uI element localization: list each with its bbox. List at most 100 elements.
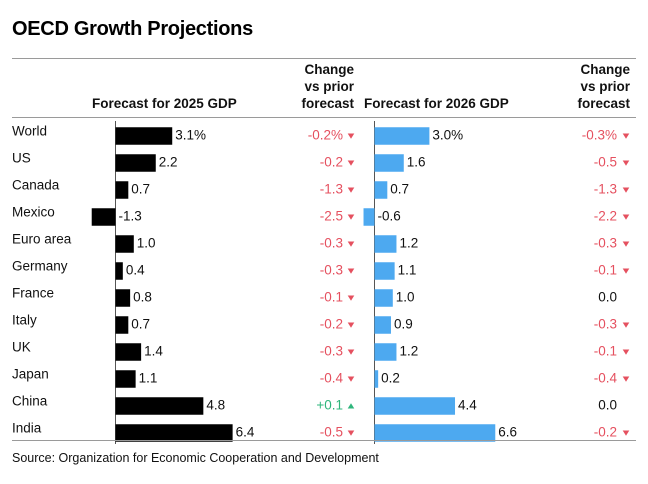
change-2026-down-arrow-icon-italy [622,322,630,328]
category-label-world: World [12,124,47,139]
change-2025-down-arrow-icon-italy [347,322,355,328]
change-2026-us: -0.5 [594,155,617,170]
value-label-2026-france: 1.0 [396,290,415,305]
category-label-germany: Germany [12,259,68,274]
change-2025-france: -0.1 [320,290,343,305]
change-2026-italy: -0.3 [594,317,617,332]
top-divider [12,58,636,59]
change-2025-down-arrow-icon-japan [347,376,355,382]
category-label-us: US [12,151,31,166]
bar-2026-italy [374,316,391,334]
bar-2026-france [374,289,393,307]
change-2026-germany: -0.1 [594,263,617,278]
change-2026-down-arrow-icon-mexico [622,214,630,220]
category-label-france: France [12,286,54,301]
category-label-italy: Italy [12,313,37,328]
change-2026-canada: -1.3 [594,182,617,197]
header-forecast-2026: Forecast for 2026 GDP [364,96,509,111]
value-label-2026-japan: 0.2 [381,371,400,386]
value-label-2025-france: 0.8 [133,290,152,305]
value-label-2025-germany: 0.4 [126,263,145,278]
bar-2025-china [115,397,204,415]
change-2025-us: -0.2 [320,155,343,170]
bar-2026-canada [374,181,388,199]
change-2025-mexico: -2.5 [320,209,343,224]
change-2025-down-arrow-icon-uk [347,349,355,355]
header-change-2025-line3: forecast [301,96,354,111]
header-change-2025-line1: Change [304,62,354,77]
category-label-india: India [12,421,42,436]
change-2025-japan: -0.4 [320,371,344,386]
bar-2025-japan [115,370,136,388]
change-2026-down-arrow-icon-world [622,133,630,139]
change-2026-mexico: -2.2 [594,209,617,224]
bar-2026-us [374,154,404,172]
change-2026-down-arrow-icon-germany [622,268,630,274]
change-2026-euro-area: -0.3 [594,236,617,251]
bar-2025-euro-area [115,235,134,253]
header-divider [12,117,636,118]
value-label-2026-uk: 1.2 [399,344,418,359]
change-2026-down-arrow-icon-canada [622,187,630,193]
bar-2026-india [374,424,496,442]
header-change-2026-line3: forecast [577,96,630,111]
change-2025-china: +0.1 [316,398,343,413]
value-label-2025-us: 2.2 [159,155,178,170]
value-label-2026-germany: 1.1 [398,263,417,278]
change-2026-uk: -0.1 [594,344,617,359]
header-change-2025: Change vs prior forecast [270,61,354,112]
value-label-2026-canada: 0.7 [390,182,409,197]
value-label-2025-mexico: -1.3 [119,209,142,224]
value-label-2025-uk: 1.4 [144,344,163,359]
bar-2026-mexico [363,208,375,226]
category-label-euro-area: Euro area [12,232,72,247]
bar-2026-china [374,397,456,415]
change-2025-down-arrow-icon-canada [347,187,355,193]
category-label-uk: UK [12,340,31,355]
change-2026-down-arrow-icon-japan [622,376,630,382]
header-change-2026-line2: vs prior [580,79,630,94]
bar-2026-world [374,127,430,145]
bar-2025-india [115,424,233,442]
change-2025-italy: -0.2 [320,317,343,332]
source-note: Source: Organization for Economic Cooper… [12,451,379,465]
header-change-2026: Change vs prior forecast [546,61,630,112]
header-forecast-2025: Forecast for 2025 GDP [92,96,237,111]
change-2025-down-arrow-icon-mexico [347,214,355,220]
header-change-2026-line1: Change [580,62,630,77]
value-label-2025-japan: 1.1 [139,371,158,386]
change-2026-down-arrow-icon-india [622,430,630,436]
bar-2026-euro-area [374,235,397,253]
change-2025-down-arrow-icon-us [347,160,355,166]
bar-2025-us [115,154,156,172]
category-label-china: China [12,394,48,409]
change-2026-china: 0.0 [598,398,617,413]
chart-title: OECD Growth Projections [12,18,253,40]
change-2026-world: -0.3% [582,128,617,143]
bar-2025-france [115,289,131,307]
bar-2025-mexico [91,208,116,226]
value-label-2025-world: 3.1% [175,128,206,143]
change-2025-down-arrow-icon-euro-area [347,241,355,247]
value-label-2025-canada: 0.7 [131,182,150,197]
change-2025-up-arrow-icon-china [347,403,355,409]
change-2025-germany: -0.3 [320,263,343,278]
change-2025-down-arrow-icon-world [347,133,355,139]
bar-2025-germany [115,262,123,280]
value-label-2026-us: 1.6 [407,155,426,170]
bar-2026-germany [374,262,395,280]
header-change-2025-line2: vs prior [304,79,354,94]
bar-2025-uk [115,343,142,361]
change-2025-world: -0.2% [308,128,343,143]
change-2025-down-arrow-icon-india [347,430,355,436]
change-2025-down-arrow-icon-france [347,295,355,301]
value-label-2026-italy: 0.9 [394,317,413,332]
category-label-japan: Japan [12,367,49,382]
change-2026-down-arrow-icon-uk [622,349,630,355]
change-2025-canada: -1.3 [320,182,343,197]
value-label-2026-china: 4.4 [458,398,477,413]
value-label-2026-world: 3.0% [432,128,463,143]
change-2026-down-arrow-icon-euro-area [622,241,630,247]
value-label-2025-china: 4.8 [206,398,225,413]
